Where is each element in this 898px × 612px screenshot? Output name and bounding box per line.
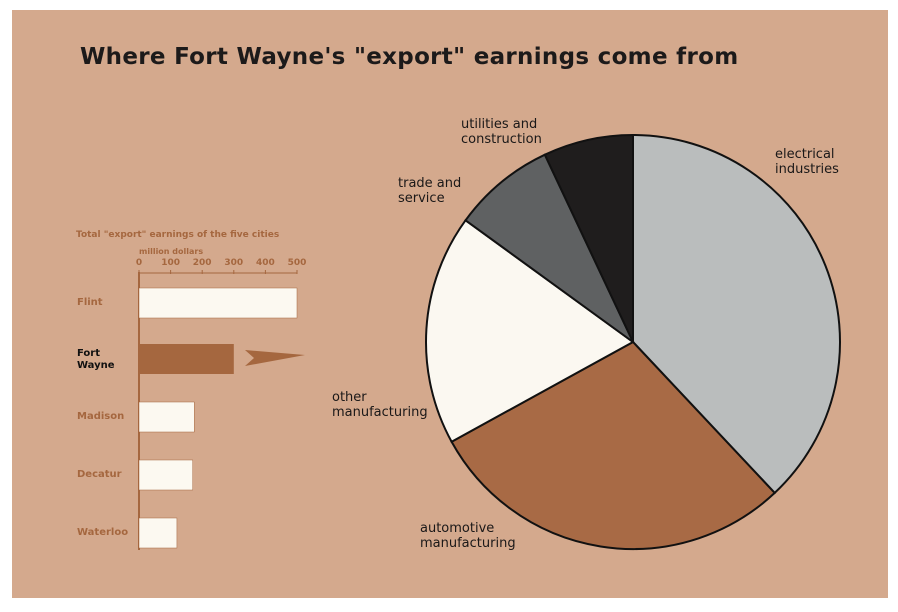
pie-slice xyxy=(464,153,634,343)
x-tick-label: 300 xyxy=(224,258,244,268)
slice-label: electrical industries xyxy=(775,147,839,177)
slice-label: utilities and construction xyxy=(461,117,542,147)
arrow xyxy=(245,350,305,366)
x-tick-label: 200 xyxy=(192,258,212,268)
bar xyxy=(138,401,195,433)
bar xyxy=(138,287,298,319)
category-label: Decatur xyxy=(77,469,122,480)
page-title: Where Fort Wayne's "export" earnings com… xyxy=(80,44,739,70)
x-tick-label: 500 xyxy=(287,258,307,268)
bar-chart-title: Total "export" earnings of the five citi… xyxy=(76,230,280,240)
x-tick-label: 100 xyxy=(161,258,180,268)
category-label: Flint xyxy=(77,297,103,308)
category-label: Waterloo xyxy=(77,527,129,538)
category-label: Fort Wayne xyxy=(77,348,115,371)
x-tick-label: 0 xyxy=(135,258,143,268)
pie-slice xyxy=(450,340,777,550)
bar xyxy=(138,459,193,491)
pie-slice xyxy=(425,218,635,444)
slice-label: trade and service xyxy=(398,176,462,206)
x-axis-label: million dollars xyxy=(139,247,204,256)
pie-slice xyxy=(543,133,634,343)
x-tick-label: 400 xyxy=(255,258,275,268)
slice-label: other manufacturing xyxy=(332,390,428,420)
category-label: Madison xyxy=(77,411,125,422)
pie-slice xyxy=(632,133,841,495)
bar xyxy=(139,344,234,374)
bar xyxy=(138,517,178,549)
slice-label: automotive manufacturing xyxy=(420,521,516,551)
